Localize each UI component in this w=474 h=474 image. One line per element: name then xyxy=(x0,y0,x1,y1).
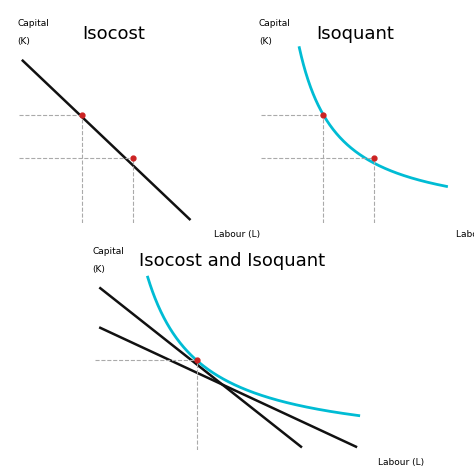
Text: Labour (L): Labour (L) xyxy=(378,457,424,466)
Text: (K): (K) xyxy=(92,265,105,274)
Text: Labour (L): Labour (L) xyxy=(214,230,260,239)
Text: (K): (K) xyxy=(17,37,30,46)
Title: Isocost and Isoquant: Isocost and Isoquant xyxy=(139,252,325,270)
Text: (K): (K) xyxy=(259,37,272,46)
Title: Isocost: Isocost xyxy=(82,25,145,43)
Text: Capital: Capital xyxy=(92,247,124,256)
Text: Capital: Capital xyxy=(259,19,291,28)
Text: Labour (L): Labour (L) xyxy=(456,230,474,239)
Title: Isoquant: Isoquant xyxy=(317,25,394,43)
Text: Capital: Capital xyxy=(17,19,49,28)
